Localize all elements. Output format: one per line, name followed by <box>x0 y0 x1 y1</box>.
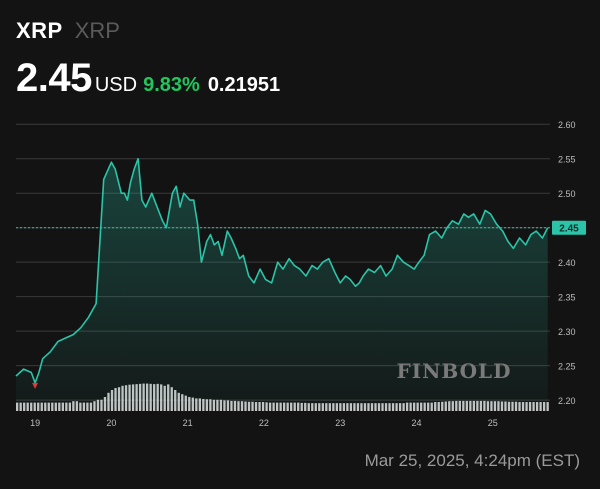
volume-bar <box>335 403 339 411</box>
price-quote: 2.45 USD 9.83% 0.21951 <box>16 56 280 100</box>
x-tick-label: 20 <box>106 418 116 428</box>
current-price-tag <box>552 220 586 235</box>
finbold-watermark: FINBOLD <box>397 359 512 383</box>
x-tick-label: 22 <box>259 418 269 428</box>
change-percent: 9.83% <box>143 74 200 96</box>
current-price: 2.45 <box>16 56 92 100</box>
price-line <box>15 157 549 384</box>
volume-bar <box>391 403 395 411</box>
volume-bar <box>395 403 398 411</box>
x-tick-label: 25 <box>488 418 498 428</box>
y-tick-label: 2.20 <box>558 396 576 406</box>
y-tick-label: 2.40 <box>558 258 576 268</box>
markers: 2.45 <box>32 220 586 389</box>
y-tick-label: 2.50 <box>558 189 576 199</box>
volume-bar <box>332 403 335 411</box>
volume-bar <box>318 403 321 411</box>
volume-bar <box>321 403 324 411</box>
y-axis: 2.60 2.55 2.50 2.45 2.40 2.35 2.30 2.25 2.20 <box>558 120 576 406</box>
volume-bar <box>374 403 377 411</box>
ticker-symbol: XRP <box>16 18 63 43</box>
volume-bar <box>363 403 367 411</box>
volume-bar <box>328 403 331 411</box>
volume-bar <box>398 403 402 411</box>
volume-bar <box>349 403 353 411</box>
volume-bar <box>339 403 342 411</box>
current-price-tag-label: 2.45 <box>559 224 579 235</box>
volume-bar <box>402 403 405 411</box>
volume-bar <box>353 403 356 411</box>
low-marker <box>32 382 39 389</box>
volume-bar <box>377 403 381 411</box>
x-tick-label: 24 <box>411 418 421 428</box>
volume-bar <box>356 403 360 411</box>
y-tick-label: 2.35 <box>558 293 576 303</box>
asset-name: XRP <box>74 18 120 43</box>
y-tick-label: 2.30 <box>558 327 576 337</box>
x-axis: 19 20 21 22 23 24 25 <box>30 418 498 428</box>
timestamp: Mar 25, 2025, 4:24pm (EST) <box>364 451 580 470</box>
volume-bar <box>360 403 363 411</box>
x-tick-label: 19 <box>30 418 40 428</box>
volume-bar <box>325 403 328 411</box>
volume-bar <box>384 403 388 411</box>
volume-bar <box>314 403 317 411</box>
y-tick-label: 2.60 <box>558 120 576 130</box>
currency-unit: USD <box>94 74 138 96</box>
volume-bar <box>370 403 374 411</box>
volume-bar <box>311 403 314 411</box>
volume-bar <box>367 403 370 411</box>
change-absolute: 0.21951 <box>207 74 281 96</box>
price-area-fill <box>16 158 548 407</box>
volume-bar <box>346 403 349 411</box>
y-tick-label: 2.25 <box>558 362 576 372</box>
header: XRP XRP <box>16 18 120 48</box>
volume-bar <box>381 403 384 411</box>
volume-bar <box>388 403 391 411</box>
volume-bar <box>342 403 346 411</box>
x-tick-label: 21 <box>183 418 193 428</box>
x-tick-label: 23 <box>335 418 345 428</box>
volume-bar <box>307 403 310 411</box>
y-tick-label: 2.55 <box>558 155 576 165</box>
price-chart[interactable]: FINBOLD 2.60 2.55 2.50 2.45 2.40 2.35 2.30 2.25… <box>0 95 600 435</box>
